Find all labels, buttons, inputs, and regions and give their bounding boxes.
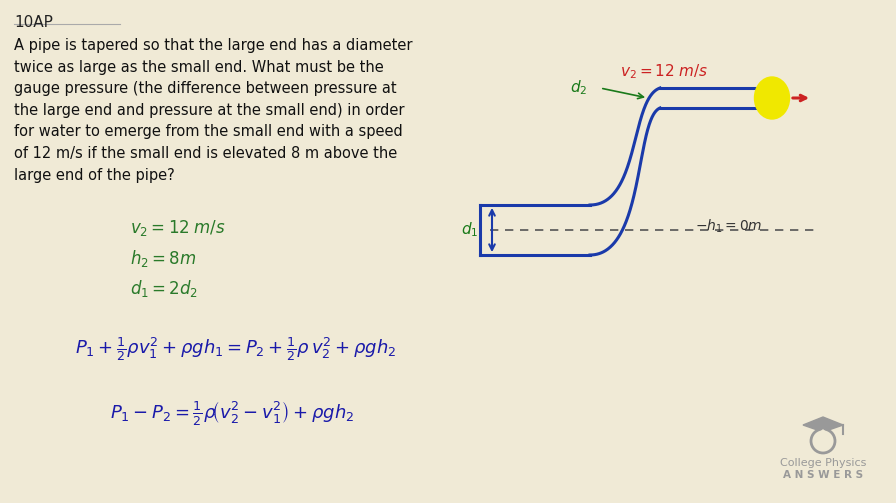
Text: $v_2 = 12 \; m/s$: $v_2 = 12 \; m/s$	[130, 218, 226, 238]
Text: $v_2 = 12 \; m/s$: $v_2 = 12 \; m/s$	[620, 62, 708, 80]
Ellipse shape	[754, 77, 789, 119]
Polygon shape	[818, 430, 828, 434]
Text: $d_1 = 2d_2$: $d_1 = 2d_2$	[130, 278, 198, 299]
Text: College Physics: College Physics	[780, 458, 866, 468]
Text: 10AP: 10AP	[14, 15, 53, 30]
Text: A pipe is tapered so that the large end has a diameter
twice as large as the sma: A pipe is tapered so that the large end …	[14, 38, 412, 183]
Text: $h_2 = 8m$: $h_2 = 8m$	[130, 248, 196, 269]
Text: $P_1 - P_2 = \frac{1}{2}\rho\!\left(v_2^2 - v_1^2\right) + \rho g h_2$: $P_1 - P_2 = \frac{1}{2}\rho\!\left(v_2^…	[110, 400, 354, 428]
Circle shape	[811, 429, 835, 453]
Text: $P_1 + \frac{1}{2}\rho v_1^2 + \rho g h_1 = P_2 + \frac{1}{2}\rho\, v_2^2 + \rho: $P_1 + \frac{1}{2}\rho v_1^2 + \rho g h_…	[75, 335, 396, 363]
Text: $-h_1=0m$: $-h_1=0m$	[695, 217, 762, 235]
Text: A N S W E R S: A N S W E R S	[783, 470, 863, 480]
Text: $d_1$: $d_1$	[461, 221, 478, 239]
Text: $d_2$: $d_2$	[570, 78, 588, 97]
Polygon shape	[803, 417, 843, 432]
